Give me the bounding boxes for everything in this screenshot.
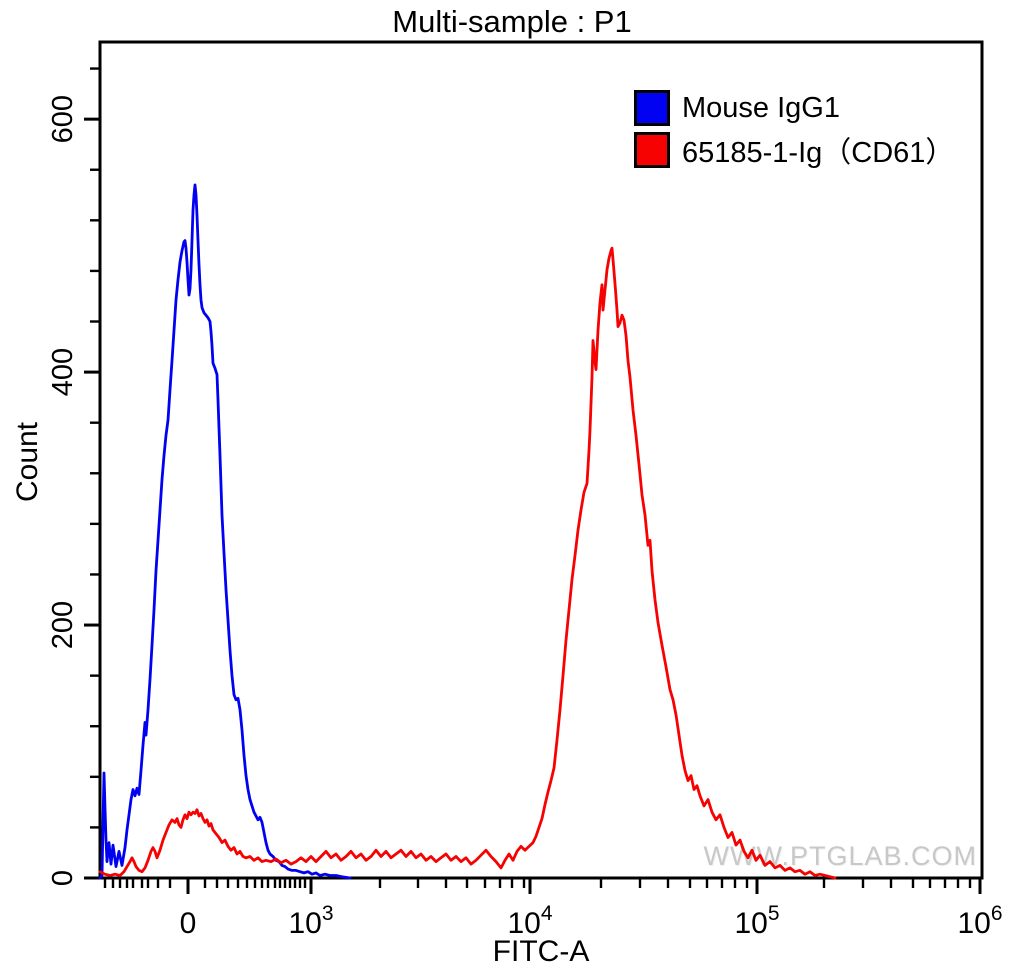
- x-tick-label: 0: [180, 907, 197, 940]
- legend-swatch-red: [634, 132, 670, 168]
- plot-frame: [98, 40, 984, 880]
- y-tick-label: 600: [47, 95, 79, 143]
- y-tick-label: 0: [47, 870, 79, 886]
- legend-label-mouse-igg1: Mouse IgG1: [682, 91, 840, 124]
- x-tick-label: 103: [288, 902, 333, 940]
- x-axis-ticks: 0 103 104 105 106: [103, 878, 1003, 940]
- y-tick-label: 200: [47, 601, 79, 649]
- chart-title: Multi-sample : P1: [392, 4, 632, 39]
- legend-item-mouse-igg1: Mouse IgG1: [634, 90, 954, 126]
- y-axis-ticks: 0 200 400 600: [47, 67, 100, 886]
- legend-label-cd61: 65185-1-Ig（CD61）: [682, 137, 955, 169]
- legend-item-cd61: 65185-1-Ig（CD61）: [634, 132, 954, 169]
- x-tick-label: 105: [734, 902, 779, 940]
- x-tick-label: 104: [507, 902, 552, 940]
- y-tick-label: 400: [47, 348, 79, 396]
- series-curve-mouse-igg1: [98, 183, 352, 880]
- x-axis-title: FITC-A: [492, 935, 590, 968]
- x-tick-label: 106: [957, 902, 1002, 940]
- legend-swatch-blue: [634, 90, 670, 126]
- series-curve-cd61: [98, 246, 837, 880]
- legend: Mouse IgG1 65185-1-Ig（CD61）: [634, 90, 954, 176]
